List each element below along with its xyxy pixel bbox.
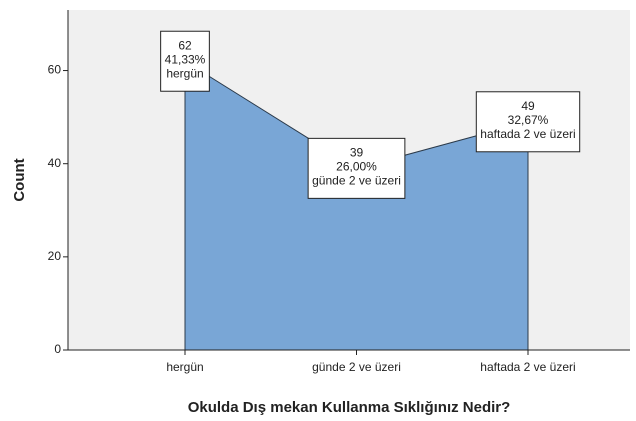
y-tick-label: 0 bbox=[54, 342, 61, 356]
x-axis-label: Okulda Dış mekan Kullanma Sıklığınız Ned… bbox=[188, 399, 511, 416]
data-label-box bbox=[475, 91, 581, 153]
x-tick-label: haftada 2 ve üzeri bbox=[480, 360, 575, 374]
y-axis-label: Count bbox=[11, 158, 28, 201]
data-label: hergün bbox=[166, 66, 203, 80]
y-tick-label: 40 bbox=[48, 156, 62, 170]
data-label-box bbox=[160, 30, 210, 92]
data-label: haftada 2 ve üzeri bbox=[480, 127, 575, 141]
data-label: 32,67% bbox=[508, 113, 549, 127]
data-label: 26,00% bbox=[336, 160, 377, 174]
y-tick-label: 20 bbox=[48, 249, 62, 263]
data-label: 49 bbox=[521, 99, 535, 113]
y-tick-label: 60 bbox=[48, 63, 62, 77]
data-label: 41,33% bbox=[165, 52, 206, 66]
data-label: günde 2 ve üzeri bbox=[312, 174, 401, 188]
data-label-box bbox=[307, 137, 406, 199]
data-label: 39 bbox=[350, 146, 364, 160]
x-tick-label: günde 2 ve üzeri bbox=[312, 360, 401, 374]
data-label: 62 bbox=[178, 38, 192, 52]
x-tick-label: hergün bbox=[166, 360, 203, 374]
